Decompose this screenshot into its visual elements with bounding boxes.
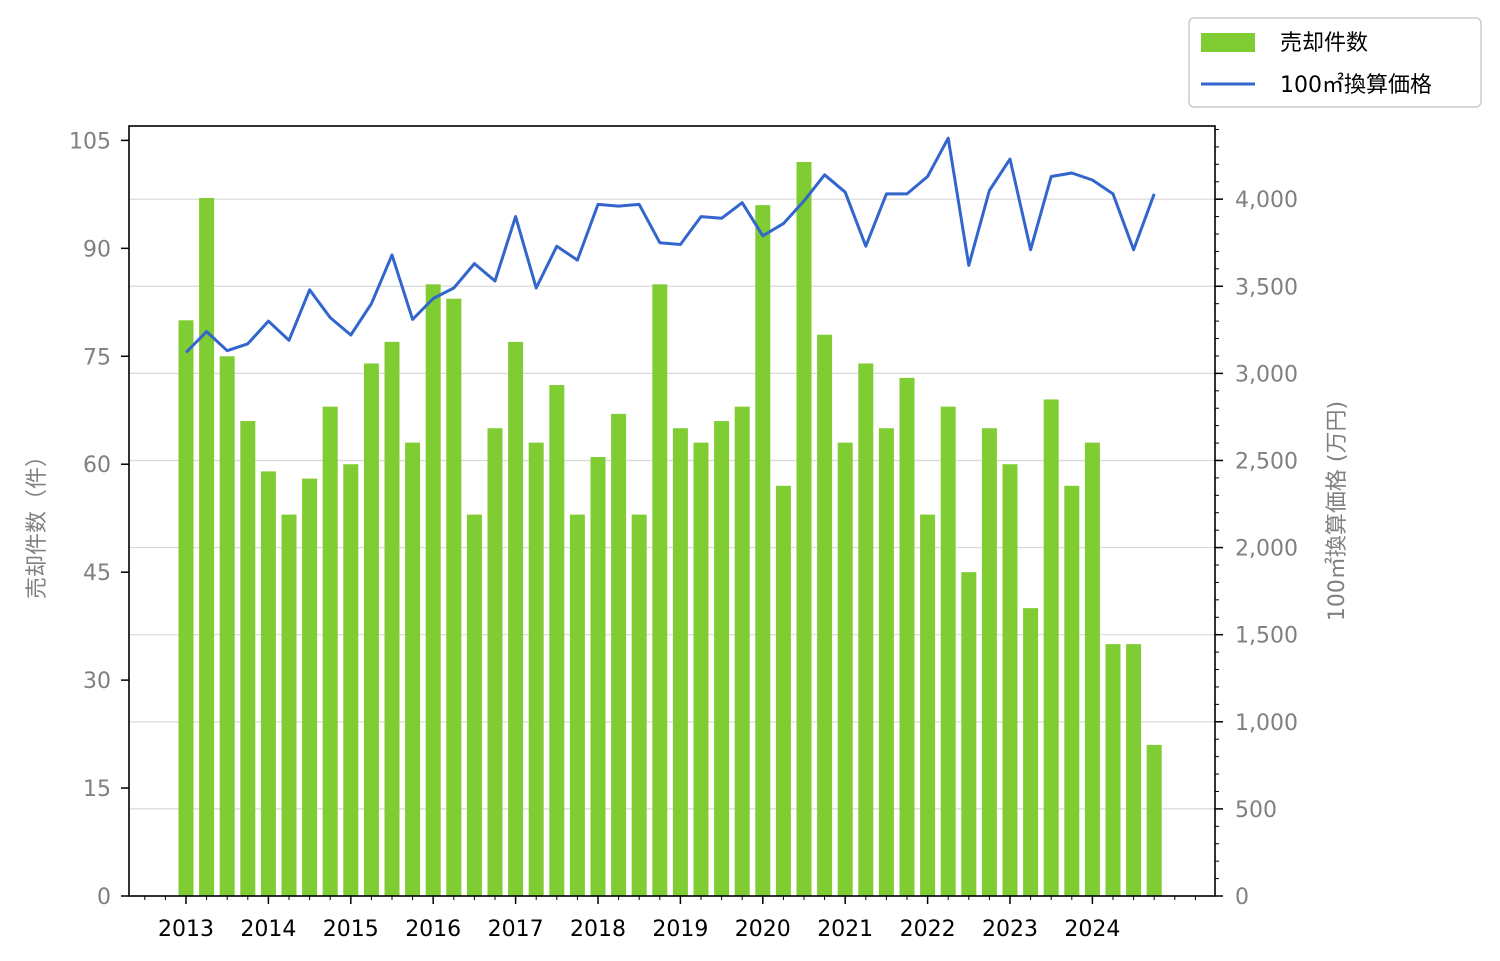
bar [590,457,606,896]
bar [549,385,565,896]
bar [528,442,544,896]
bar [178,320,194,896]
legend-bar-label: 売却件数 [1280,31,1368,56]
bar [281,514,297,896]
bar [1023,608,1039,896]
left-tick-label: 60 [83,453,111,478]
x-tick-label: 2019 [652,917,708,942]
bar [858,363,874,896]
x-tick-label: 2013 [158,917,214,942]
bar [1105,644,1121,896]
legend: 売却件数 100㎡換算価格 [1188,17,1482,108]
bar [1146,744,1162,896]
right-tick-label: 0 [1235,885,1249,910]
right-tick-label: 1,500 [1235,624,1298,649]
bar [425,284,441,896]
bar [611,413,627,896]
left-tick-label: 75 [83,345,111,370]
bar [322,406,338,896]
left-axis: 0 15 30 45 60 75 90 105 [69,129,129,910]
bar [446,298,462,896]
x-tick-label: 2024 [1064,917,1120,942]
bar [508,341,524,897]
bar [363,363,379,896]
bar [796,161,812,896]
left-tick-label: 30 [83,669,111,694]
bar [487,428,503,896]
right-tick-label: 4,000 [1235,188,1298,213]
x-tick-label: 2015 [323,917,379,942]
bar [302,478,318,896]
line-series [184,136,1156,354]
bar-series [178,161,1162,897]
bar [878,428,894,896]
left-axis-title: 売却件数（件） [25,445,50,599]
bar [631,514,647,896]
bar [219,356,235,896]
right-tick-label: 1,000 [1235,711,1298,736]
legend-box [1188,17,1482,108]
bar [899,377,915,897]
x-tick-label: 2020 [735,917,791,942]
right-tick-label: 2,000 [1235,537,1298,562]
bar [1126,644,1142,896]
bar [384,341,400,897]
bar [920,514,936,896]
bar [1002,464,1018,896]
x-tick-label: 2014 [240,917,296,942]
bar [1064,485,1080,896]
x-axis: 2013 2014 2015 2016 2017 2018 2019 2020 2021 2022… [144,896,1196,942]
right-tick-label: 2,500 [1235,449,1298,474]
bar [961,572,977,896]
bar [837,442,853,896]
left-tick-label: 105 [69,129,111,154]
bar [940,406,956,896]
x-tick-label: 2023 [982,917,1038,942]
left-tick-label: 90 [83,237,111,262]
left-tick-label: 0 [97,885,111,910]
bar [981,428,997,896]
right-axis-title: 100㎡換算価格 (万円) [1324,401,1350,621]
bar [817,334,833,896]
bar [1043,399,1059,896]
x-tick-label: 2016 [405,917,461,942]
x-tick-label: 2017 [488,917,544,942]
right-axis: 0 500 1,000 1,500 2,000 2,500 3,000 3,500 4,000 [1215,128,1298,910]
bar [672,428,688,896]
bar [775,485,791,896]
legend-bar-swatch [1201,33,1255,52]
x-tick-label: 2021 [817,917,873,942]
bar [714,421,730,896]
left-tick-label: 15 [83,777,111,802]
bar [693,442,709,896]
price-line [184,136,1156,354]
right-tick-label: 500 [1235,798,1277,823]
bar [652,284,668,896]
bar [734,406,750,896]
bar [240,421,256,896]
plot-frame [128,125,1216,897]
right-tick-label: 3,500 [1235,275,1298,300]
legend-line-label: 100㎡換算価格 [1280,72,1432,98]
bar [1084,442,1100,896]
x-tick-label: 2022 [900,917,956,942]
bar [260,471,276,896]
bar [569,514,585,896]
x-tick-label: 2018 [570,917,626,942]
bar [405,442,421,896]
right-tick-label: 3,000 [1235,362,1298,387]
bar [199,197,215,896]
bar [343,464,359,896]
left-tick-label: 45 [83,561,111,586]
bar [755,205,771,896]
bar [466,514,482,896]
